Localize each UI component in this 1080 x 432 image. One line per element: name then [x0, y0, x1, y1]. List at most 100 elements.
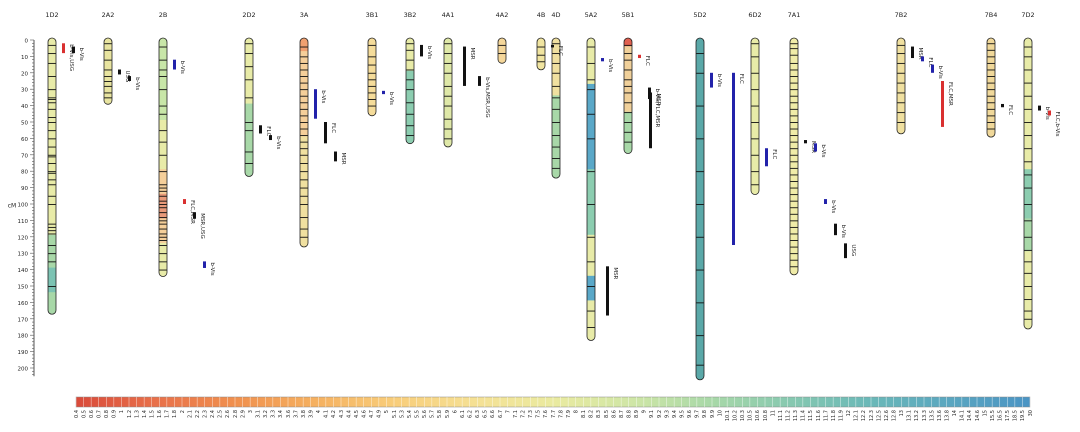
qtl-bar: [203, 261, 206, 268]
legend-value-label: 16.5: [998, 410, 1004, 421]
qtl-bar: [941, 81, 944, 127]
marker-band: [1024, 310, 1032, 312]
qtl-bar: [269, 135, 272, 141]
legend-value-label: 30: [1028, 410, 1034, 416]
marker-band: [790, 54, 798, 56]
legend-value-label: 10.8: [763, 410, 769, 421]
chromosome-outline: [367, 37, 377, 117]
marker-band: [1024, 236, 1032, 238]
legend-value-label: 7: [505, 410, 511, 413]
marker-band: [245, 122, 253, 123]
axis-tick-label: 100: [18, 203, 29, 209]
axis-tick-label: 130: [18, 252, 29, 258]
qtl-label: FLC,MSR: [947, 82, 953, 106]
qtl-bar: [173, 59, 176, 70]
marker-band: [987, 76, 995, 77]
marker-band: [300, 217, 308, 219]
marker-band: [790, 266, 798, 268]
marker-band: [897, 112, 905, 114]
marker-band: [368, 64, 376, 66]
marker-band: [751, 122, 759, 123]
legend-value-label: 5.1: [392, 410, 398, 418]
marker-band: [48, 286, 56, 287]
marker-band: [1024, 272, 1032, 274]
legend-value-label: 11.8: [831, 410, 837, 421]
marker-band: [751, 171, 759, 173]
chromosome-label: 4A2: [496, 11, 509, 19]
marker-band: [696, 171, 704, 173]
qtl-label: FLC,b-Vis: [1054, 112, 1060, 137]
cm-axis: 0 10 20 30 40 50 60 70 80 90 100 110 120 130 140 150 160…: [8, 39, 35, 377]
marker-band: [300, 141, 308, 143]
legend-value-label: 1.8: [172, 410, 178, 418]
marker-band: [987, 122, 995, 123]
legend-value-label: 5: [384, 410, 390, 413]
marker-band: [368, 99, 376, 100]
marker-band: [987, 56, 995, 58]
marker-band: [159, 253, 167, 255]
qtl-label: b-Vis,MSR,USG: [484, 77, 490, 118]
marker-band: [368, 72, 376, 74]
marker-band: [159, 195, 167, 197]
marker-band: [552, 122, 560, 123]
legend-value-label: 5.4: [407, 410, 413, 418]
marker-band: [696, 302, 704, 304]
qtl-label: FLC,MSR: [189, 200, 195, 224]
marker-band: [790, 108, 798, 110]
marker-band: [245, 53, 253, 55]
marker-band: [300, 154, 308, 156]
qtl-bar: [606, 266, 609, 316]
chromosome-outline: [443, 37, 453, 148]
marker-band: [300, 56, 308, 58]
legend-value-label: 7.6: [543, 410, 549, 418]
qtl-label: MSR,USG: [199, 213, 205, 239]
marker-band: [587, 62, 595, 64]
marker-band: [159, 113, 167, 115]
marker-band: [444, 85, 452, 87]
chromosome-5B1: 5B1: [622, 11, 634, 154]
legend-value-label: 9.3: [664, 410, 670, 418]
qtl-label: USG: [850, 244, 856, 256]
marker-band: [48, 117, 56, 118]
marker-band: [444, 118, 452, 120]
legend-value-label: 13.6: [937, 410, 943, 421]
chromosome-label: 3B1: [366, 11, 379, 19]
qtl-label: MSR: [340, 153, 346, 165]
qtl-label: FLC: [557, 46, 563, 56]
marker-band: [696, 72, 704, 74]
qtl-label: MSR: [469, 48, 475, 60]
qtl-label: b-Vis: [840, 225, 846, 238]
legend-value-label: 8.9: [634, 410, 640, 418]
chromosome-segment: [587, 300, 595, 341]
marker-band: [790, 200, 798, 202]
marker-band: [1024, 204, 1032, 205]
marker-band: [368, 85, 376, 87]
marker-band: [751, 154, 759, 156]
legend-value-label: 13.2: [914, 410, 920, 421]
marker-band: [751, 89, 759, 91]
marker-band: [48, 230, 56, 232]
marker-band: [444, 128, 452, 130]
qtl-markers: b-Vis,USG b-Vis USG b-Vis b-Vis FLC,MSR MSR,US…: [62, 43, 1060, 316]
qtl-label: MSR: [655, 93, 661, 105]
marker-band: [498, 53, 506, 55]
qtl-bar: [314, 89, 317, 119]
qtl-label: b-Vis: [275, 136, 281, 149]
chromosome-outline: [695, 37, 705, 381]
legend-value-label: 8: [574, 410, 580, 413]
marker-band: [159, 154, 167, 156]
legend-value-label: 4.4: [346, 410, 352, 418]
legend-value-label: 8.3: [596, 410, 602, 418]
qtl-bar: [1038, 105, 1041, 111]
marker-band: [159, 269, 167, 271]
legend-value-label: 4.5: [354, 410, 360, 418]
marker-band: [987, 82, 995, 84]
marker-band: [897, 82, 905, 84]
chromosome-outline: [750, 37, 760, 195]
legend-value-label: 17.5: [1005, 410, 1011, 421]
marker-band: [587, 327, 595, 328]
qtl-label: b-Vis: [209, 262, 215, 275]
chromosome-segment: [1024, 251, 1032, 329]
marker-band: [48, 245, 56, 246]
marker-band: [790, 135, 798, 137]
